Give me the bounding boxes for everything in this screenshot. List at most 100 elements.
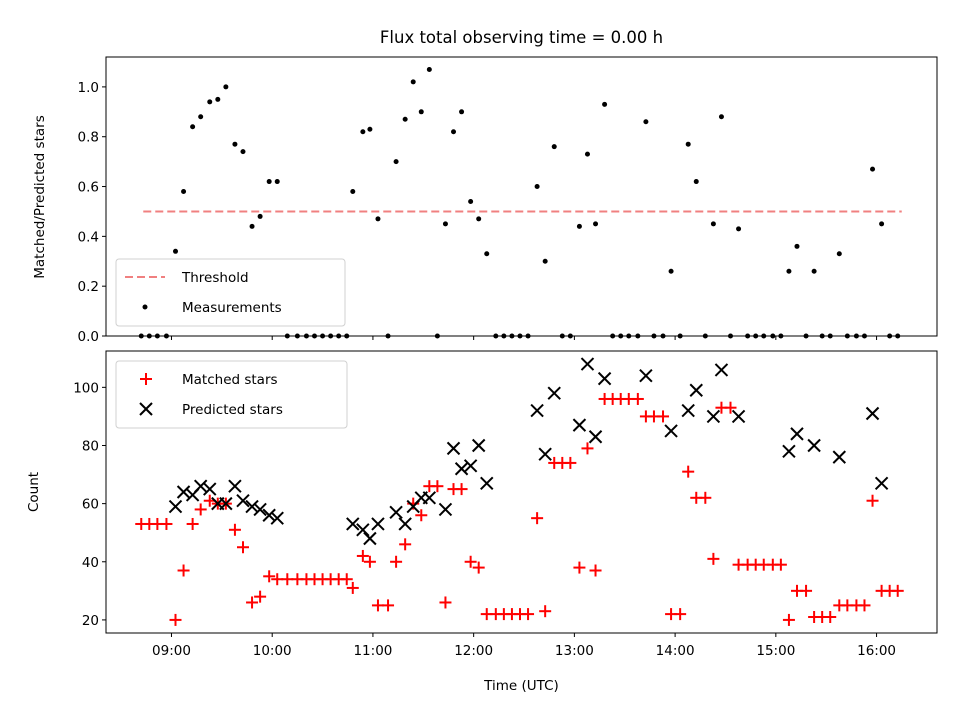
measurement-point — [794, 243, 800, 249]
matched-legend-label: Matched stars — [182, 372, 278, 388]
matched-stars-marker — [431, 480, 444, 493]
top-y-tick-label: 0.2 — [78, 279, 99, 295]
predicted-stars-marker — [639, 369, 653, 383]
measurements-legend-swatch — [142, 304, 148, 310]
matched-stars-marker — [371, 599, 384, 612]
top-panel: 0.0 0.2 0.4 0.6 0.8 1.0 Matched/Predicted sta… — [32, 56, 938, 345]
predicted-stars-marker — [446, 441, 461, 456]
measurement-point — [240, 149, 246, 155]
measurement-point — [215, 96, 221, 102]
predicted-stars-marker-b — [664, 424, 678, 438]
predicted-stars-marker-b — [363, 531, 377, 546]
bottom-x-tick-label: 11:00 — [353, 643, 392, 659]
matched-stars-marker — [800, 584, 813, 597]
predicted-stars-marker — [245, 499, 259, 514]
predicted-stars-marker — [832, 450, 847, 464]
predicted-legend-label: Predicted stars — [182, 402, 283, 418]
measurement-point — [232, 141, 238, 147]
top-y-tick-label: 0.8 — [78, 130, 99, 146]
matched-stars-marker — [346, 581, 359, 594]
predicted-stars-marker-b — [597, 371, 612, 386]
measurement-point — [274, 179, 280, 185]
predicted-stars-marker — [790, 427, 804, 441]
predicted-stars-marker — [346, 517, 360, 531]
top-y-tick-label: 0.4 — [78, 229, 99, 245]
matched-stars-marker — [254, 590, 267, 603]
top-y-ticks: 0.0 0.2 0.4 0.6 0.8 1.0 — [78, 80, 106, 345]
matched-stars-marker — [363, 555, 376, 568]
measurement-point — [836, 251, 842, 257]
measurement-point — [534, 184, 540, 190]
measurement-point — [710, 221, 716, 227]
measurement-point — [643, 119, 649, 125]
measurement-point — [442, 221, 448, 227]
top-y-tick-label: 0.6 — [78, 180, 99, 196]
predicted-stars-marker — [371, 517, 385, 531]
measurement-point — [593, 221, 599, 227]
measurement-point — [173, 248, 179, 254]
predicted-stars-marker — [547, 386, 561, 400]
matched-stars-marker — [246, 596, 259, 609]
measurement-point — [393, 159, 399, 165]
matched-stars-marker — [382, 599, 395, 612]
bottom-y-tick-label: 20 — [82, 613, 99, 629]
predicted-stars-marker-b — [463, 459, 478, 473]
measurement-point — [736, 226, 742, 232]
measurement-point — [551, 144, 557, 150]
top-x-ticks — [170, 336, 878, 340]
matched-stars-marker — [539, 605, 552, 618]
matched-stars-marker — [682, 465, 695, 478]
predicted-stars-marker — [463, 459, 478, 473]
measurement-point — [451, 129, 457, 135]
measurement-point — [266, 179, 272, 185]
predicted-stars-marker — [363, 531, 377, 546]
top-legend-box — [115, 258, 346, 327]
predicted-stars-marker — [422, 491, 437, 505]
top-plot-frame — [105, 56, 938, 337]
predicted-stars-marker-b — [714, 363, 729, 377]
predicted-stars-marker-b — [371, 517, 385, 531]
matched-stars-marker — [340, 573, 353, 586]
predicted-stars-marker-b — [471, 438, 486, 453]
predicted-stars-marker-b — [356, 523, 370, 537]
matched-stars-marker — [522, 608, 535, 621]
matched-stars-marker — [573, 561, 586, 574]
measurement-point — [602, 101, 608, 107]
matched-stars-marker — [674, 608, 687, 621]
measurement-point — [668, 268, 674, 274]
matched-stars-marker — [564, 456, 577, 469]
predicted-stars-marker-b — [454, 462, 469, 476]
measurement-point — [468, 198, 474, 204]
matched-stars-marker — [707, 552, 720, 565]
measurement-point — [459, 109, 465, 115]
matched-stars-marker — [774, 558, 787, 571]
matched-stars-marker — [236, 541, 249, 554]
predicted-stars-marker-b — [346, 517, 360, 531]
bottom-x-tick-label: 14:00 — [656, 643, 695, 659]
matched-stars-marker — [531, 512, 544, 525]
matched-stars-marker — [390, 555, 403, 568]
predicted-stars-marker — [807, 438, 821, 453]
predicted-stars-marker-b — [193, 479, 208, 493]
predicted-stars-marker-b — [398, 517, 412, 531]
predicted-legend-swatch — [139, 402, 153, 416]
predicted-stars-marker — [203, 482, 217, 496]
bottom-plot-frame — [105, 350, 938, 634]
measurement-point — [879, 221, 885, 227]
measurement-point — [426, 66, 432, 72]
matched-stars-marker — [169, 613, 182, 626]
predicted-stars-marker-b — [228, 479, 242, 493]
predicted-stars-marker-b — [236, 494, 250, 508]
predicted-stars-marker — [706, 409, 721, 424]
predicted-stars-marker — [731, 409, 746, 424]
predicted-stars-marker-b — [176, 485, 191, 499]
predicted-stars-marker — [782, 444, 796, 459]
matched-legend-swatch — [140, 373, 152, 385]
predicted-stars-marker — [681, 403, 695, 418]
predicted-stars-marker-b — [790, 427, 804, 441]
bottom-x-ticks: 09:00 10:00 11:00 12:00 13:00 14:00 15:00 16:00 — [152, 633, 896, 659]
measurement-point — [584, 151, 590, 157]
predicted-stars-marker — [689, 383, 703, 397]
predicted-stars-marker — [356, 523, 370, 537]
